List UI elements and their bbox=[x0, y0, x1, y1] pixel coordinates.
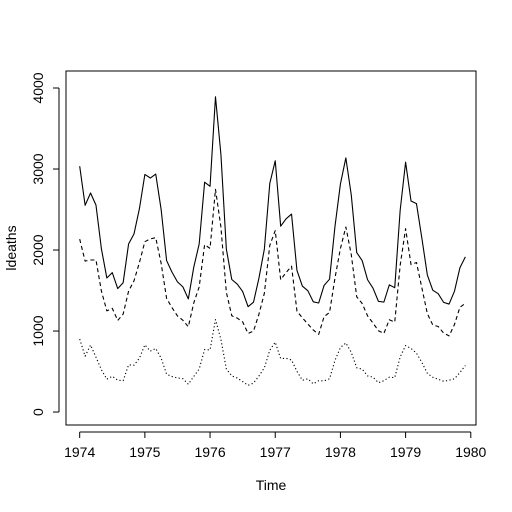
plot-frame bbox=[65, 70, 477, 426]
series-line-dotted bbox=[79, 319, 466, 386]
x-axis-label: Time bbox=[256, 477, 287, 493]
x-tick-label: 1977 bbox=[260, 444, 291, 460]
x-tick-label: 1978 bbox=[325, 444, 356, 460]
y-tick-label: 2000 bbox=[30, 234, 46, 265]
y-axis: 0 1000 2000 3000 4000 bbox=[30, 72, 60, 416]
y-tick-label: 1000 bbox=[30, 315, 46, 346]
x-tick-label: 1980 bbox=[455, 444, 486, 460]
series-line-solid bbox=[79, 96, 466, 308]
x-tick-label: 1979 bbox=[390, 444, 421, 460]
y-tick-label: 4000 bbox=[30, 72, 46, 103]
y-axis-label: ldeaths bbox=[3, 225, 19, 270]
x-tick-label: 1976 bbox=[194, 444, 225, 460]
series-layer bbox=[79, 96, 466, 386]
x-tick-label: 1974 bbox=[64, 444, 95, 460]
y-tick-label: 0 bbox=[30, 408, 46, 416]
series-line-dashed bbox=[79, 188, 466, 337]
x-tick-label: 1975 bbox=[129, 444, 160, 460]
x-axis: 1974 1975 1976 1977 1978 1979 1980 bbox=[64, 431, 487, 460]
y-tick-label: 3000 bbox=[30, 153, 46, 184]
